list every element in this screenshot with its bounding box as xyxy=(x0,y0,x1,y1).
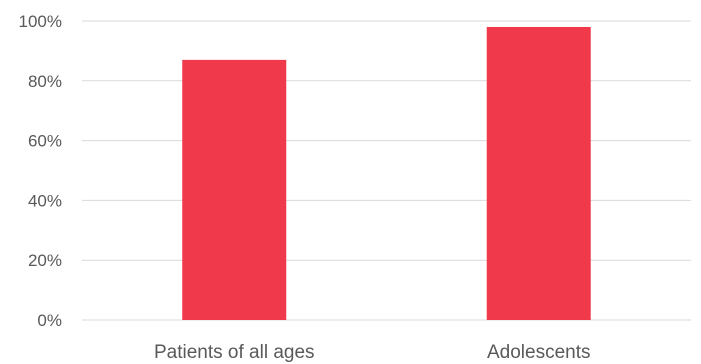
y-tick-label: 80% xyxy=(28,72,62,91)
category-label: Adolescents xyxy=(487,342,591,363)
y-tick-label: 20% xyxy=(28,251,62,270)
y-tick-label: 60% xyxy=(28,132,62,151)
y-tick-label: 0% xyxy=(37,311,62,330)
category-labels: Patients of all ages Adolescents xyxy=(154,342,591,363)
y-axis-tick-labels: 0% 20% 40% 60% 80% 100% xyxy=(19,12,62,330)
bars xyxy=(182,26,591,321)
bar-patients-of-all-ages xyxy=(182,59,287,321)
gridlines xyxy=(82,20,691,321)
bar-adolescents xyxy=(486,26,591,320)
y-tick-label: 40% xyxy=(28,191,62,210)
category-label: Patients of all ages xyxy=(154,342,315,363)
y-tick-label: 100% xyxy=(19,12,62,31)
